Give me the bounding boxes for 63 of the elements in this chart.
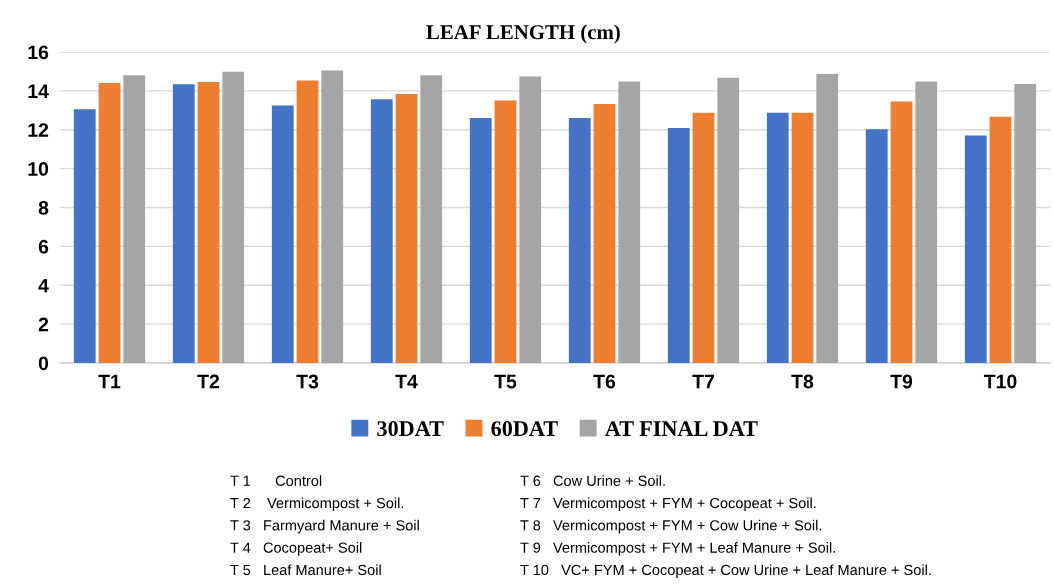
y-tick-label: 2 — [38, 317, 49, 332]
bar — [222, 71, 245, 363]
bar — [123, 75, 146, 363]
bar — [321, 70, 344, 363]
bar — [717, 77, 740, 363]
bar — [395, 93, 418, 363]
bar — [890, 101, 913, 363]
y-tick-label: 14 — [28, 84, 49, 98]
x-tick-label: T5 — [494, 374, 517, 389]
bar — [197, 81, 220, 363]
text: T 8 Vermicompost + FYM + Cow Urine + Soil. — [520, 519, 822, 534]
bar — [816, 73, 839, 363]
bar — [915, 81, 938, 363]
x-tick-label: T3 — [296, 374, 319, 389]
x-tick-label: T2 — [197, 374, 220, 389]
bar — [98, 82, 121, 363]
bar — [766, 112, 789, 363]
bar — [593, 103, 616, 363]
bar — [964, 135, 987, 363]
legend-label: 60DAT — [491, 421, 558, 437]
bar — [296, 80, 319, 363]
text: T 9 Vermicompost + FYM + Leaf Manure + Soil. — [520, 542, 835, 556]
bar — [618, 81, 641, 363]
text: T 10 VC+ FYM + Cocopeat + Cow Urine + Leaf Manure + Soil. — [520, 564, 931, 578]
bar — [494, 100, 517, 363]
bar — [692, 112, 715, 363]
x-tick-label: T8 — [791, 374, 814, 389]
text: T 3 Farmyard Manure + Soil — [230, 519, 419, 534]
text: T 6 Cow Urine + Soil. — [520, 475, 665, 486]
text: T 5 Leaf Manure+ Soil — [230, 564, 381, 576]
bar — [469, 117, 492, 363]
y-tick-label: 12 — [28, 123, 49, 137]
y-tick-label: 4 — [38, 278, 49, 293]
text: T 4 Cocopeat+ Soil — [230, 542, 362, 556]
text: T 1 Control — [230, 475, 322, 486]
y-tick-label: 6 — [38, 239, 49, 254]
y-tick-label: 0 — [38, 356, 49, 371]
text: T 2 Vermicompost + Soil. — [230, 497, 404, 512]
bar — [989, 116, 1012, 363]
bar — [1014, 84, 1037, 363]
y-tick-label: 10 — [28, 162, 49, 176]
y-tick-label: 8 — [38, 200, 49, 215]
x-tick-label: T7 — [692, 374, 714, 389]
bar — [271, 105, 294, 363]
bar — [420, 75, 443, 363]
x-tick-label: T6 — [593, 374, 616, 389]
chart-title: LEAF LENGTH (cm) — [426, 24, 620, 44]
x-tick-label: T4 — [395, 374, 418, 389]
legend-label: AT FINAL DAT — [605, 421, 758, 436]
x-tick-label: T1 — [98, 374, 121, 389]
bar — [172, 84, 195, 363]
x-tick-label: T10 — [983, 374, 1017, 389]
bar — [73, 109, 96, 363]
bar — [519, 76, 542, 363]
bar — [865, 129, 888, 363]
x-tick-label: T9 — [890, 374, 913, 389]
bar — [370, 99, 393, 363]
y-tick-label: 16 — [28, 45, 49, 60]
legend-label: 30DAT — [377, 421, 444, 437]
text: T 7 Vermicompost + FYM + Cocopeat + Soil. — [520, 497, 816, 512]
bar — [667, 128, 690, 363]
bar — [791, 112, 814, 363]
bar — [568, 118, 591, 363]
